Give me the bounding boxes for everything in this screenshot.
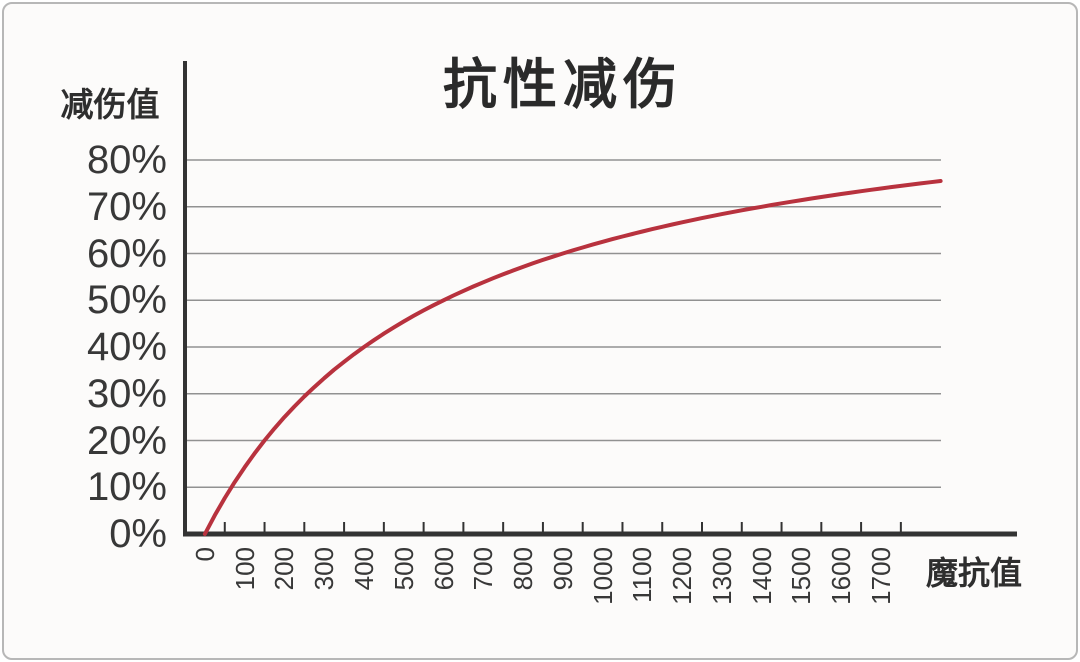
x-tick-label: 1700 xyxy=(865,547,896,605)
x-tick-label: 200 xyxy=(269,547,300,591)
x-tick-label: 600 xyxy=(428,547,459,591)
y-tick-label: 0% xyxy=(109,512,167,556)
x-tick-label: 900 xyxy=(547,547,578,591)
x-tick-label: 1300 xyxy=(706,547,737,605)
chart-title: 抗性减伤 xyxy=(443,55,683,115)
x-tick-label: 0 xyxy=(189,547,220,562)
x-tick-label: 1200 xyxy=(667,547,698,605)
x-tick-label: 700 xyxy=(468,547,499,591)
x-tick-label: 1100 xyxy=(627,547,658,603)
x-tick-label: 400 xyxy=(348,547,379,591)
y-tick-label: 80% xyxy=(86,138,167,182)
x-tick-label: 100 xyxy=(229,547,260,591)
chart-svg xyxy=(183,61,1017,537)
resistance-curve xyxy=(202,179,943,536)
y-tick-label: 70% xyxy=(86,184,167,229)
x-tick-label: 1000 xyxy=(587,547,618,605)
y-tick-label: 50% xyxy=(86,278,167,323)
x-axis-title: 魔抗值 xyxy=(926,555,1023,591)
y-tick-label: 20% xyxy=(86,418,167,463)
y-tick-label: 10% xyxy=(86,465,167,510)
x-tick-label: 1600 xyxy=(826,547,857,605)
x-tick-label: 500 xyxy=(388,547,419,591)
y-axis-title: 减伤值 xyxy=(60,86,160,123)
x-tick-label: 800 xyxy=(508,547,539,591)
y-tick-label: 30% xyxy=(86,371,167,416)
x-tick-label: 1400 xyxy=(746,547,777,605)
x-tick-label: 300 xyxy=(309,547,340,591)
y-tick-label: 40% xyxy=(86,325,167,369)
x-tick-label: 1500 xyxy=(786,547,817,605)
y-tick-label: 60% xyxy=(86,231,167,276)
resistance-chart: 抗性减伤 减伤值 魔抗值 0% 10% 20% 30% 40% 50% 60% 70% 80% 0… xyxy=(4,4,1076,658)
